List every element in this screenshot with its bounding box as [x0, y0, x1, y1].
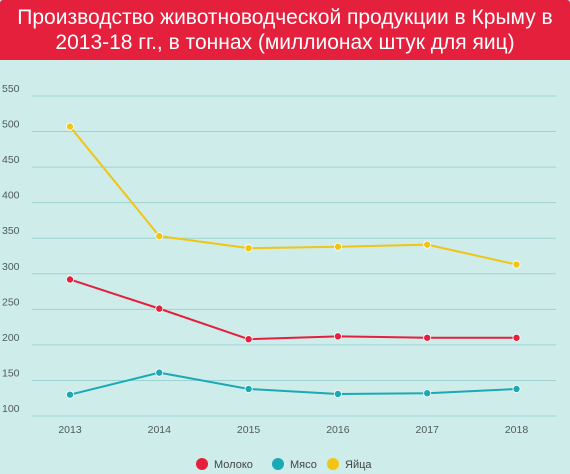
x-tick-label: 2013: [58, 424, 82, 436]
data-point: [155, 232, 164, 241]
y-tick-label: 100: [2, 403, 20, 415]
x-tick-label: 2018: [505, 424, 529, 436]
data-point: [512, 384, 521, 393]
data-point: [244, 335, 253, 344]
data-point: [155, 368, 164, 377]
data-point: [66, 390, 75, 399]
x-tick-label: 2014: [148, 424, 172, 436]
y-tick-label: 400: [2, 190, 20, 202]
y-tick-label: 500: [2, 119, 20, 131]
gridlines: [32, 95, 556, 417]
series-line: [69, 125, 517, 266]
x-tick-label: 2016: [326, 424, 350, 436]
series-line: [69, 278, 517, 341]
legend-marker: [272, 458, 284, 470]
y-tick-label: 300: [2, 261, 20, 273]
x-axis-ticks: 2013 2014 2015 2016 2017 2018: [58, 424, 528, 436]
data-point: [512, 260, 521, 269]
y-tick-label: 200: [2, 332, 20, 344]
data-point: [66, 275, 75, 284]
data-point: [423, 333, 432, 342]
series-points: [66, 122, 521, 399]
title-bar: Производство животноводческой продукции …: [0, 0, 570, 60]
data-point: [333, 242, 342, 251]
data-point: [155, 304, 164, 313]
legend-label: Молоко: [214, 459, 253, 471]
data-point: [66, 122, 75, 131]
data-point: [333, 389, 342, 398]
data-point: [512, 333, 521, 342]
legend-marker: [196, 458, 208, 470]
data-point: [333, 332, 342, 341]
series-line: [69, 371, 517, 396]
legend-label: Яйца: [345, 459, 372, 471]
series-lines: [69, 125, 517, 396]
data-point: [423, 240, 432, 249]
legend-marker: [327, 458, 339, 470]
data-point: [423, 389, 432, 398]
y-tick-label: 150: [2, 367, 20, 379]
y-tick-label: 450: [2, 154, 20, 166]
x-tick-label: 2017: [416, 424, 440, 436]
y-tick-label: 250: [2, 296, 20, 308]
y-tick-label: 350: [2, 225, 20, 237]
data-point: [244, 244, 253, 253]
chart-title: Производство животноводческой продукции …: [17, 6, 553, 54]
y-tick-label: 550: [2, 83, 20, 95]
legend: Молоко Мясо Яйца: [196, 458, 372, 471]
x-tick-label: 2015: [237, 424, 261, 436]
y-axis-ticks: 100 150 200 250 300 350 400 450 500 550: [2, 83, 20, 415]
data-point: [244, 384, 253, 393]
legend-label: Мясо: [290, 459, 317, 471]
